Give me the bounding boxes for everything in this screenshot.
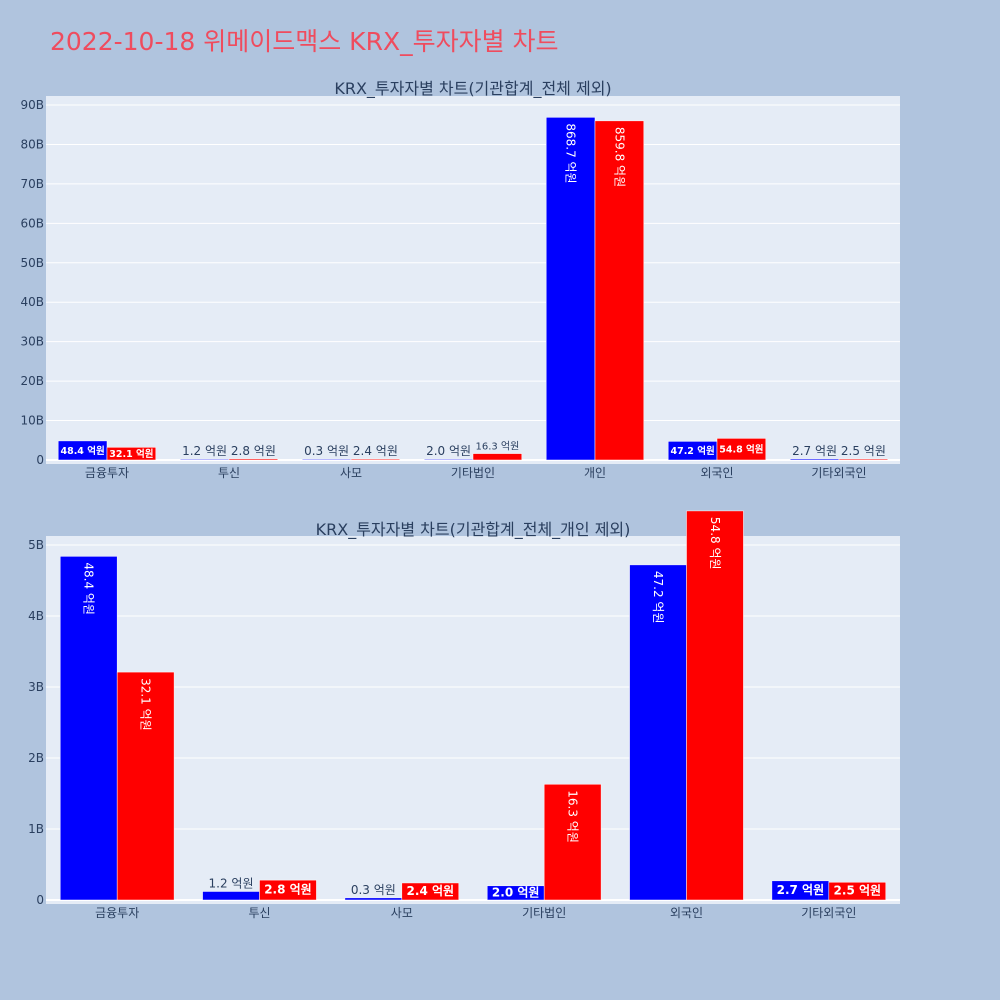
chart-title: KRX_투자자별 차트(기관합계_전체 제외) [334,79,611,99]
bar [228,458,279,461]
x-tick-label: 기타외국인 [801,906,856,920]
bar [401,882,460,901]
data-label: 2.8 억원 [231,444,276,458]
x-tick-label: 투신 [248,906,270,920]
bar [543,784,602,901]
plot-area [46,536,900,904]
chart-1: 0 10B 20B 30B 40B 50B 60B 70B 80B 90B KRX_투자자별 차트(… [20,79,900,480]
bar [301,458,352,461]
x-tick-label: 사모 [340,466,362,480]
data-label: 868.7 억원 [564,123,578,183]
y-tick-label: 50B [20,256,44,270]
data-label: 1.2 억원 [182,444,227,458]
bar [789,458,840,461]
bar [716,438,767,461]
data-label: 47.2 억원 [651,571,665,624]
y-tick-label: 0 [36,453,44,467]
chart-title: KRX_투자자별 차트(기관합계_전체_개인 제외) [316,520,631,540]
y-tick-label: 70B [20,177,44,191]
x-tick-label: 기타법인 [522,906,566,920]
bar [423,458,474,461]
bar [259,879,317,901]
x-tick-label: 금융투자 [85,466,129,480]
x-tick-label: 기타외국인 [811,466,866,480]
y-tick-label: 5B [28,538,44,552]
y-tick-label: 2B [28,751,44,765]
x-tick-label: 개인 [584,466,606,480]
bar [116,671,175,901]
bar [350,458,401,461]
data-label: 54.8 억원 [719,444,763,456]
bar [202,891,260,901]
y-tick-label: 90B [20,98,44,112]
bar [686,510,744,901]
data-label: 2.0 억원 [492,885,540,899]
data-label: 2.5 억원 [841,444,886,458]
y-tick-label: 60B [20,216,44,230]
bar [472,453,523,461]
data-label: 2.4 억원 [353,444,398,458]
page-title: 2022-10-18 위메이드맥스 KRX_투자자별 차트 [50,27,559,56]
data-label: 2.0 억원 [426,444,471,458]
data-label: 32.1 억원 [109,448,153,460]
y-tick-label: 40B [20,295,44,309]
data-label: 859.8 억원 [612,127,626,187]
y-tick-label: 0 [36,893,44,907]
x-tick-label: 기타법인 [451,466,495,480]
data-label: 47.2 억원 [670,445,714,457]
x-tick-label: 외국인 [670,906,703,920]
data-label: 2.7 억원 [792,444,837,458]
data-label: 54.8 억원 [708,517,722,570]
y-tick-label: 4B [28,609,44,623]
chart-2: 0 1B 2B 3B 4B 5B KRX_투자자별 차트(기관합계_전체_개인 제외) 금융투… [28,510,900,920]
y-tick-label: 20B [20,374,44,388]
data-label: 2.7 억원 [777,883,825,897]
bar [838,458,889,461]
bar [545,117,596,461]
data-label: 2.5 억원 [834,884,882,898]
x-tick-label: 투신 [218,466,240,480]
x-tick-label: 금융투자 [95,906,139,920]
data-label: 1.2 억원 [209,876,254,890]
data-label: 16.3 억원 [475,441,519,453]
bar [828,882,887,901]
y-tick-label: 30B [20,335,44,349]
x-tick-label: 사모 [391,906,413,920]
bar [179,458,230,461]
y-tick-label: 3B [28,680,44,694]
data-label: 48.4 억원 [60,445,104,457]
bar [594,120,645,461]
bar [59,556,118,901]
bar [106,447,157,461]
y-tick-label: 1B [28,822,44,836]
data-label: 2.8 억원 [264,883,312,897]
data-label: 32.1 억원 [139,678,153,731]
y-tick-label: 80B [20,137,44,151]
data-label: 2.4 억원 [407,884,455,898]
x-tick-label: 외국인 [700,466,733,480]
data-label: 16.3 억원 [566,790,580,843]
data-label: 48.4 억원 [82,562,96,615]
plot-area [46,96,900,464]
bar [344,897,403,901]
data-label: 0.3 억원 [304,444,349,458]
y-tick-label: 10B [20,414,44,428]
data-label: 0.3 억원 [351,883,396,897]
